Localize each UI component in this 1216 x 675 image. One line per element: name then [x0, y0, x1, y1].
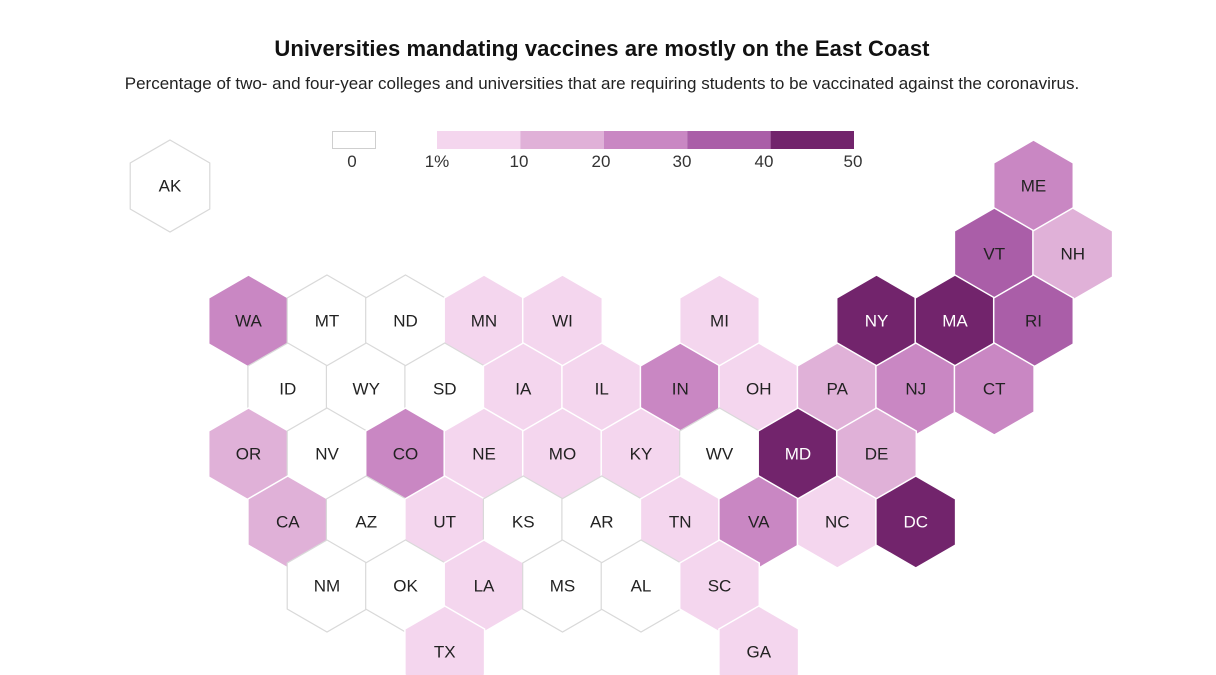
state-label: SD: [433, 380, 457, 399]
state-hex-mn[interactable]: MN: [443, 274, 525, 368]
state-label: MI: [710, 312, 729, 331]
legend-swatch-5: [770, 131, 854, 149]
state-label: IL: [595, 380, 609, 399]
legend-swatch-2: [520, 131, 604, 149]
state-label: NC: [825, 513, 850, 532]
state-label: NY: [865, 312, 889, 331]
state-label: VT: [983, 245, 1005, 264]
chart-subtitle: Percentage of two- and four-year college…: [124, 74, 1080, 93]
state-hex-ma[interactable]: MA: [914, 274, 996, 368]
state-label: MS: [550, 577, 576, 596]
state-hex-shape: [129, 139, 211, 233]
state-label: OK: [393, 577, 418, 596]
legend: 0 1% 10 20 30 40 50: [332, 131, 863, 171]
state-label: OR: [236, 445, 262, 464]
state-label: AZ: [355, 513, 377, 532]
state-hex-ak[interactable]: AK: [129, 139, 211, 233]
state-label: OH: [746, 380, 772, 399]
legend-swatch-3: [603, 131, 688, 149]
legend-tick-label: 1%: [425, 152, 450, 171]
state-label: CO: [393, 445, 419, 464]
state-label: RI: [1025, 312, 1042, 331]
state-hex-shape: [875, 475, 957, 569]
state-label: DE: [865, 445, 889, 464]
legend-swatch-zero: [332, 131, 376, 149]
state-label: TN: [669, 513, 692, 532]
state-label: NH: [1060, 245, 1085, 264]
state-label: WY: [353, 380, 380, 399]
state-label: AR: [590, 513, 614, 532]
legend-zero-label: 0: [347, 152, 356, 171]
state-hex-wv[interactable]: WV: [679, 407, 760, 501]
state-hex-ok[interactable]: OK: [365, 539, 446, 633]
state-label: CA: [276, 513, 300, 532]
legend-tick-label: 30: [673, 152, 692, 171]
state-label: IA: [515, 380, 532, 399]
state-label: SC: [708, 577, 732, 596]
state-hex-shape: [953, 342, 1035, 436]
state-label: GA: [746, 643, 771, 662]
state-label: CT: [983, 380, 1006, 399]
state-label: NE: [472, 445, 496, 464]
state-label: KS: [512, 513, 535, 532]
state-label: NV: [315, 445, 339, 464]
state-label: ND: [393, 312, 418, 331]
state-label: KY: [630, 445, 653, 464]
state-label: MA: [942, 312, 968, 331]
state-label: AL: [631, 577, 652, 596]
state-hex-nc[interactable]: NC: [796, 475, 878, 569]
state-hex-shape: [404, 605, 486, 675]
state-label: VA: [748, 513, 770, 532]
state-hex-dc[interactable]: DC: [875, 475, 957, 569]
state-label: MN: [471, 312, 497, 331]
state-hex-me[interactable]: ME: [992, 139, 1075, 233]
state-hex-ne[interactable]: NE: [443, 407, 525, 501]
state-label: LA: [474, 577, 495, 596]
state-label: NJ: [905, 380, 926, 399]
state-label: AK: [159, 177, 182, 196]
state-hex-nd[interactable]: ND: [365, 274, 446, 368]
state-hex-de[interactable]: DE: [835, 407, 918, 501]
state-hex-ct[interactable]: CT: [953, 342, 1035, 436]
state-hex-nm[interactable]: NM: [286, 539, 368, 633]
state-hex-mo[interactable]: MO: [521, 407, 604, 501]
state-hex-shape: [718, 605, 800, 675]
legend-tick-label: 20: [592, 152, 611, 171]
state-hex-ri[interactable]: RI: [992, 274, 1075, 368]
legend-tick-label: 40: [755, 152, 774, 171]
state-label: UT: [433, 513, 456, 532]
state-hex-ms[interactable]: MS: [522, 539, 603, 633]
state-hex-wa[interactable]: WA: [207, 274, 290, 368]
state-label: PA: [827, 380, 849, 399]
state-label: IN: [672, 380, 689, 399]
state-label: DC: [903, 513, 928, 532]
state-label: MO: [549, 445, 576, 464]
state-label: MT: [315, 312, 340, 331]
state-hex-mi[interactable]: MI: [678, 274, 761, 368]
state-label: WA: [235, 312, 262, 331]
state-hex-al[interactable]: AL: [600, 539, 682, 633]
state-label: MD: [785, 445, 811, 464]
state-label: ID: [279, 380, 296, 399]
state-hex-wi[interactable]: WI: [521, 274, 604, 368]
state-label: ME: [1021, 177, 1047, 196]
legend-tick-label: 50: [844, 152, 863, 171]
chart-title: Universities mandating vaccines are most…: [274, 36, 930, 61]
state-label: TX: [434, 643, 456, 662]
legend-tick-label: 10: [510, 152, 529, 171]
state-hex-ga[interactable]: GA: [718, 605, 800, 675]
legend-swatch-1: [437, 131, 521, 149]
hex-grid: AK ME VT NH WA MT ND MN WI MI NY MA RI ID WY SD IA IL IN OH…: [129, 139, 1114, 675]
legend-swatch-4: [687, 131, 771, 149]
state-label: WV: [706, 445, 734, 464]
state-label: WI: [552, 312, 573, 331]
state-label: NM: [314, 577, 340, 596]
state-hex-tx[interactable]: TX: [404, 605, 486, 675]
